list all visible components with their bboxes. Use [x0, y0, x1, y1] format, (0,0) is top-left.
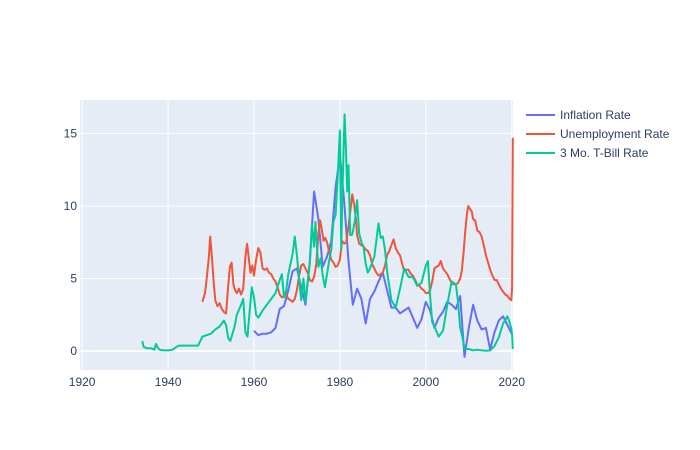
legend-item[interactable]: 3 Mo. T-Bill Rate [526, 146, 649, 160]
gridlines [80, 100, 513, 370]
y-tick-label: 15 [64, 126, 78, 140]
x-tick-label: 1940 [155, 375, 182, 389]
legend-label: 3 Mo. T-Bill Rate [560, 146, 649, 160]
legend-item[interactable]: Unemployment Rate [526, 127, 670, 141]
legend-label: Inflation Rate [560, 108, 631, 122]
series-layer [141, 113, 514, 358]
x-tick-label: 1920 [69, 375, 96, 389]
y-tick-label: 0 [70, 344, 77, 358]
x-tick-label: 1980 [327, 375, 354, 389]
legend[interactable]: Inflation Rate Unemployment Rate 3 Mo. T-B… [526, 108, 670, 160]
x-tick-label: 2020 [498, 375, 525, 389]
y-tick-label: 10 [64, 199, 78, 213]
series-line [141, 113, 514, 352]
plot-area [80, 100, 513, 370]
series-line [201, 137, 514, 315]
x-axis-ticks: 1920 1940 1960 1980 2000 2020 [69, 375, 526, 389]
x-tick-label: 2000 [412, 375, 439, 389]
x-tick-label: 1960 [241, 375, 268, 389]
legend-item[interactable]: Inflation Rate [526, 108, 631, 122]
y-axis-ticks: 0 5 10 15 [64, 126, 78, 358]
legend-label: Unemployment Rate [560, 127, 670, 141]
y-tick-label: 5 [70, 272, 77, 286]
